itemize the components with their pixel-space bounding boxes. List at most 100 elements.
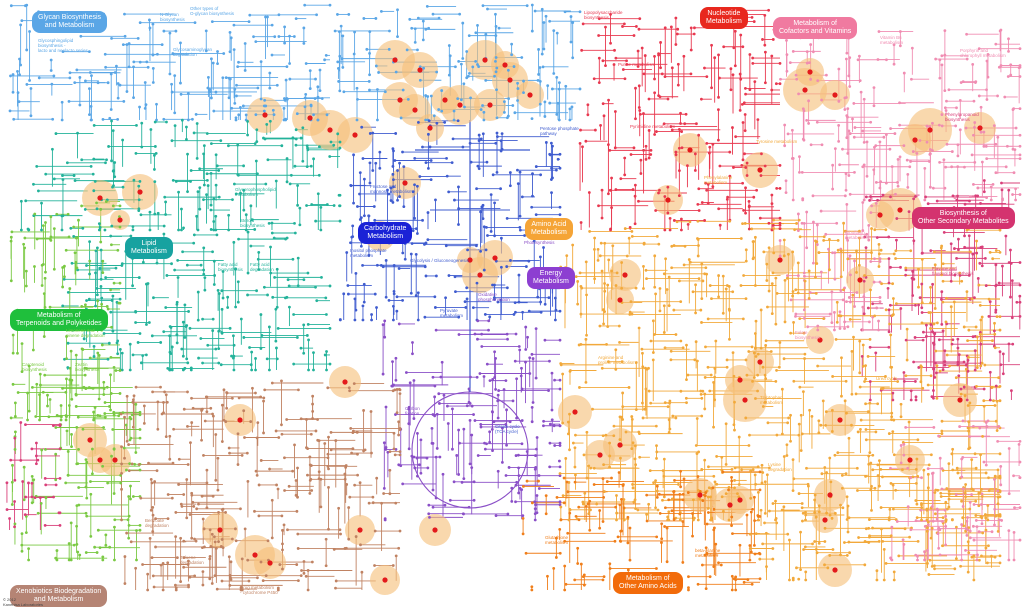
compound-node: [784, 191, 788, 194]
compound-node: [844, 188, 848, 192]
compound-node: [956, 165, 960, 168]
compound-node: [604, 64, 607, 68]
compound-node: [358, 218, 362, 221]
compound-node: [196, 290, 200, 294]
compound-node: [628, 225, 632, 229]
compound-node: [887, 257, 891, 261]
compound-node: [896, 180, 899, 184]
compound-node: [482, 118, 486, 122]
compound-node: [707, 151, 711, 155]
compound-node: [896, 157, 900, 161]
compound-node: [459, 98, 463, 102]
compound-node: [530, 352, 534, 356]
compound-node: [168, 368, 172, 372]
compound-node: [920, 306, 924, 310]
compound-node: [270, 221, 274, 225]
compound-node: [1006, 75, 1010, 78]
compound-node: [312, 157, 315, 161]
compound-node: [170, 82, 173, 86]
compound-node: [228, 50, 232, 54]
compound-node: [679, 228, 683, 232]
compound-node: [424, 118, 428, 122]
compound-node: [932, 341, 935, 345]
compound-node: [666, 211, 670, 215]
compound-node: [861, 305, 865, 309]
compound-node: [465, 286, 469, 290]
compound-node: [302, 41, 306, 45]
compound-node: [236, 280, 240, 284]
compound-node: [153, 212, 157, 216]
compound-node: [670, 66, 674, 70]
compound-node: [479, 249, 482, 253]
compound-node: [368, 73, 371, 77]
compound-node: [319, 228, 323, 232]
compound-node: [539, 310, 543, 314]
compound-node: [533, 507, 537, 511]
compound-node: [131, 353, 135, 357]
compound-node: [296, 284, 300, 288]
compound-node: [543, 302, 547, 306]
compound-node: [502, 111, 506, 114]
compound-node: [148, 228, 152, 232]
compound-node: [848, 254, 852, 258]
compound-node: [955, 106, 958, 110]
compound-node: [1007, 37, 1010, 41]
compound-node: [97, 222, 101, 226]
compound-node: [647, 156, 651, 160]
compound-node: [963, 165, 966, 169]
compound-node: [411, 352, 414, 356]
compound-node: [440, 89, 444, 92]
compound-node: [419, 438, 423, 442]
compound-node: [527, 259, 531, 263]
compound-node: [440, 109, 444, 113]
compound-node: [468, 71, 471, 75]
compound-node: [647, 97, 651, 101]
compound-node: [9, 4, 13, 8]
compound-node: [219, 363, 223, 367]
compound-node: [99, 277, 103, 281]
compound-node: [878, 140, 882, 144]
compound-node: [232, 368, 236, 372]
compound-node: [24, 199, 28, 203]
compound-node: [495, 66, 499, 70]
compound-node: [235, 94, 238, 98]
compound-node: [305, 334, 309, 337]
compound-node: [825, 471, 828, 474]
compound-node: [517, 273, 521, 277]
compound-node: [574, 433, 577, 437]
compound-node: [1001, 198, 1004, 202]
compound-node: [862, 279, 866, 283]
compound-node: [416, 48, 419, 52]
compound-node: [551, 176, 554, 180]
compound-node: [729, 88, 733, 92]
compound-node: [558, 444, 562, 447]
compound-node: [146, 65, 150, 69]
compound-node: [550, 371, 554, 375]
compound-node: [973, 125, 976, 129]
compound-node: [950, 150, 954, 153]
compound-node: [1009, 295, 1012, 299]
compound-node: [543, 338, 547, 342]
compound-node: [100, 296, 104, 300]
compound-node: [196, 228, 200, 232]
compound-node: [416, 318, 420, 322]
compound-node: [461, 57, 465, 60]
compound-node: [435, 70, 439, 74]
compound-node: [904, 273, 908, 277]
compound-node: [872, 86, 876, 90]
compound-node: [429, 178, 433, 182]
compound-node: [763, 43, 767, 47]
compound-node: [131, 228, 135, 232]
compound-node: [718, 164, 722, 168]
compound-node: [411, 341, 414, 344]
compound-node: [888, 147, 892, 151]
compound-node: [693, 152, 697, 156]
compound-node: [847, 174, 851, 177]
compound-node: [217, 361, 221, 365]
compound-node: [944, 109, 948, 112]
compound-node: [667, 418, 671, 422]
compound-node: [1015, 300, 1019, 304]
compound-node: [778, 239, 782, 242]
compound-node: [234, 116, 238, 120]
compound-node: [853, 170, 856, 174]
